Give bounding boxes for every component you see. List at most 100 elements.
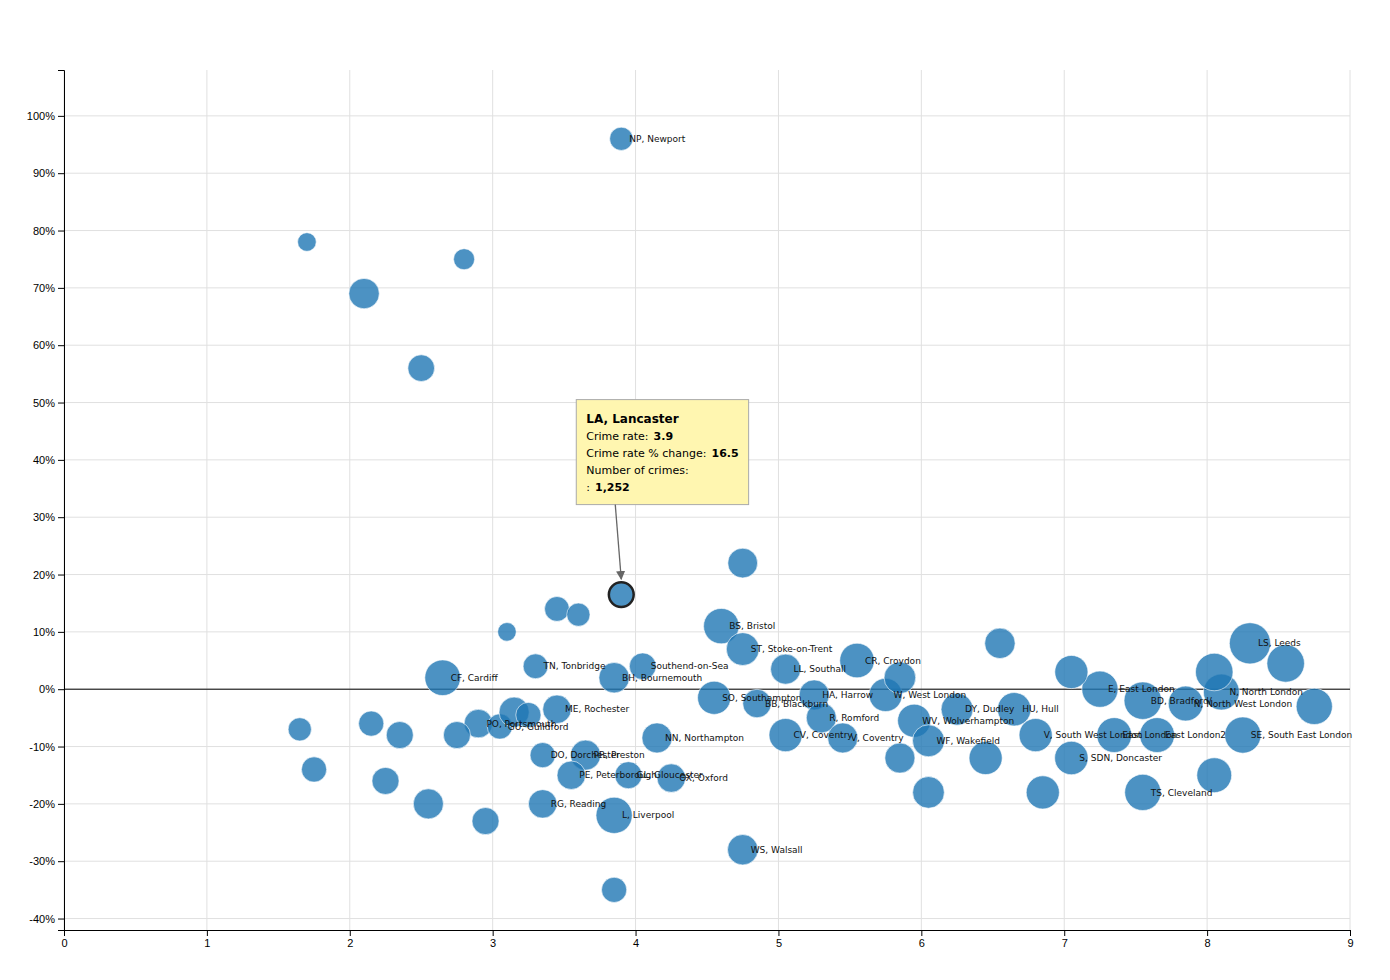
- x-tick: 2: [347, 930, 353, 949]
- bubble: [1026, 776, 1059, 809]
- y-tick-label: 100%: [27, 110, 55, 122]
- x-tick: 6: [919, 930, 925, 949]
- point-label: R, Romford: [829, 713, 879, 723]
- x-tick: 9: [1347, 930, 1353, 949]
- y-tick-label: 60%: [33, 339, 55, 351]
- grid-line: [1350, 70, 1351, 930]
- y-tick-mark: [58, 689, 64, 690]
- bubble: [885, 743, 915, 773]
- y-tick-label: -10%: [29, 741, 55, 753]
- x-tick-label: 6: [919, 937, 925, 949]
- tooltip-value: 3.9: [654, 430, 674, 443]
- y-tick-mark: [58, 345, 64, 346]
- bubble: [386, 722, 413, 749]
- bubble: [472, 808, 499, 835]
- point-label: HU, Hull: [1022, 704, 1059, 714]
- point-label: WV, Wolverhampton: [922, 716, 1014, 726]
- x-tick: 7: [1062, 930, 1068, 949]
- bubble: [413, 789, 443, 819]
- bubble: [969, 741, 1002, 774]
- x-tick: 8: [1205, 930, 1211, 949]
- grid-line: [206, 70, 207, 930]
- point-label: East London2: [1165, 730, 1226, 740]
- bubble: [602, 877, 627, 902]
- x-tick-mark: [207, 930, 208, 936]
- grid-line: [349, 70, 350, 930]
- point-label: DY, Dudley: [965, 704, 1015, 714]
- point-label: BB, Blackburn: [765, 699, 828, 709]
- point-label: ME, Rochester: [565, 704, 629, 714]
- y-tick-label: 90%: [33, 167, 55, 179]
- grid: [64, 70, 1350, 930]
- tooltip: LA, LancasterCrime rate:3.9Crime rate % …: [576, 400, 748, 580]
- x-tick-label: 5: [776, 937, 782, 949]
- y-tick-label: 80%: [33, 225, 55, 237]
- y-tick: 0%: [39, 683, 64, 695]
- grid-line: [64, 574, 1350, 575]
- grid-line: [64, 173, 1350, 174]
- point-label: NP, Newport: [629, 134, 685, 144]
- point-label: LL, Southall: [794, 664, 846, 674]
- point-label: WS, Walsall: [751, 845, 803, 855]
- point-label: LS, Leeds: [1258, 638, 1301, 648]
- point-label: OX, Oxford: [679, 773, 728, 783]
- bubble: [545, 597, 570, 622]
- y-tick: 80%: [33, 225, 64, 237]
- bubble: [884, 662, 916, 694]
- bubble: [372, 767, 399, 794]
- x-tick-label: 4: [633, 937, 639, 949]
- tooltip-label: Crime rate % change:: [586, 447, 706, 460]
- point-label: WF, Wakefield: [936, 736, 999, 746]
- point-label: GU, Guildford: [508, 722, 569, 732]
- y-tick-label: -30%: [29, 855, 55, 867]
- y-axis-line: [58, 71, 65, 931]
- bubble: [728, 548, 758, 578]
- highlighted-bubble: [609, 582, 634, 607]
- tooltip-box: [576, 400, 748, 505]
- point-label: CV, Coventry: [794, 730, 854, 740]
- x-tick-label: 9: [1347, 937, 1353, 949]
- bubbles: [288, 127, 1332, 902]
- x-tick-label: 2: [347, 937, 353, 949]
- point-label: CR, Croydon: [865, 656, 921, 666]
- point-label: SE, South East London: [1251, 730, 1352, 740]
- bubble: [288, 718, 311, 741]
- y-tick-label: 0%: [39, 683, 55, 695]
- grid-line: [1207, 70, 1208, 930]
- point-label: HA, Harrow: [822, 690, 873, 700]
- grid-line: [492, 70, 493, 930]
- y-tick-mark: [58, 173, 64, 174]
- tooltip-label: Number of crimes:: [586, 464, 688, 477]
- bubble: [913, 777, 945, 809]
- y-tick-label: 40%: [33, 454, 55, 466]
- grid-line: [64, 861, 1350, 862]
- x-tick: 0: [61, 930, 67, 949]
- y-tick-mark: [58, 517, 64, 518]
- bubble: [298, 233, 317, 252]
- point-label: RG, Reading: [551, 799, 606, 809]
- tooltip-value: 1,252: [595, 481, 630, 494]
- grid-line: [64, 287, 1350, 288]
- x-tick: 1: [204, 930, 210, 949]
- x-tick-label: 3: [490, 937, 496, 949]
- grid-line: [778, 70, 779, 930]
- point-label: L, Liverpool: [622, 810, 674, 820]
- bubble: [1267, 645, 1305, 683]
- y-tick: 100%: [27, 110, 64, 122]
- point-label: E, East London: [1108, 684, 1175, 694]
- y-tick-mark: [58, 288, 64, 289]
- y-tick: -30%: [29, 855, 64, 867]
- y-tick-mark: [58, 460, 64, 461]
- x-tick-mark: [493, 930, 494, 936]
- x-axis: 0 1 2 3 4 5 6 7 8 9: [61, 930, 1353, 949]
- x-tick-mark: [921, 930, 922, 936]
- bubble: [454, 249, 475, 270]
- y-tick: 70%: [33, 282, 64, 294]
- tooltip-label: :: [586, 481, 590, 494]
- y-tick: 30%: [33, 511, 64, 523]
- tooltip-arrow: [615, 505, 621, 580]
- point-label: S, SDN, Doncaster: [1079, 753, 1162, 763]
- point-label: ST, Stoke-on-Trent: [751, 644, 833, 654]
- bubble: [1195, 653, 1233, 691]
- point-label: N, North West London: [1194, 699, 1292, 709]
